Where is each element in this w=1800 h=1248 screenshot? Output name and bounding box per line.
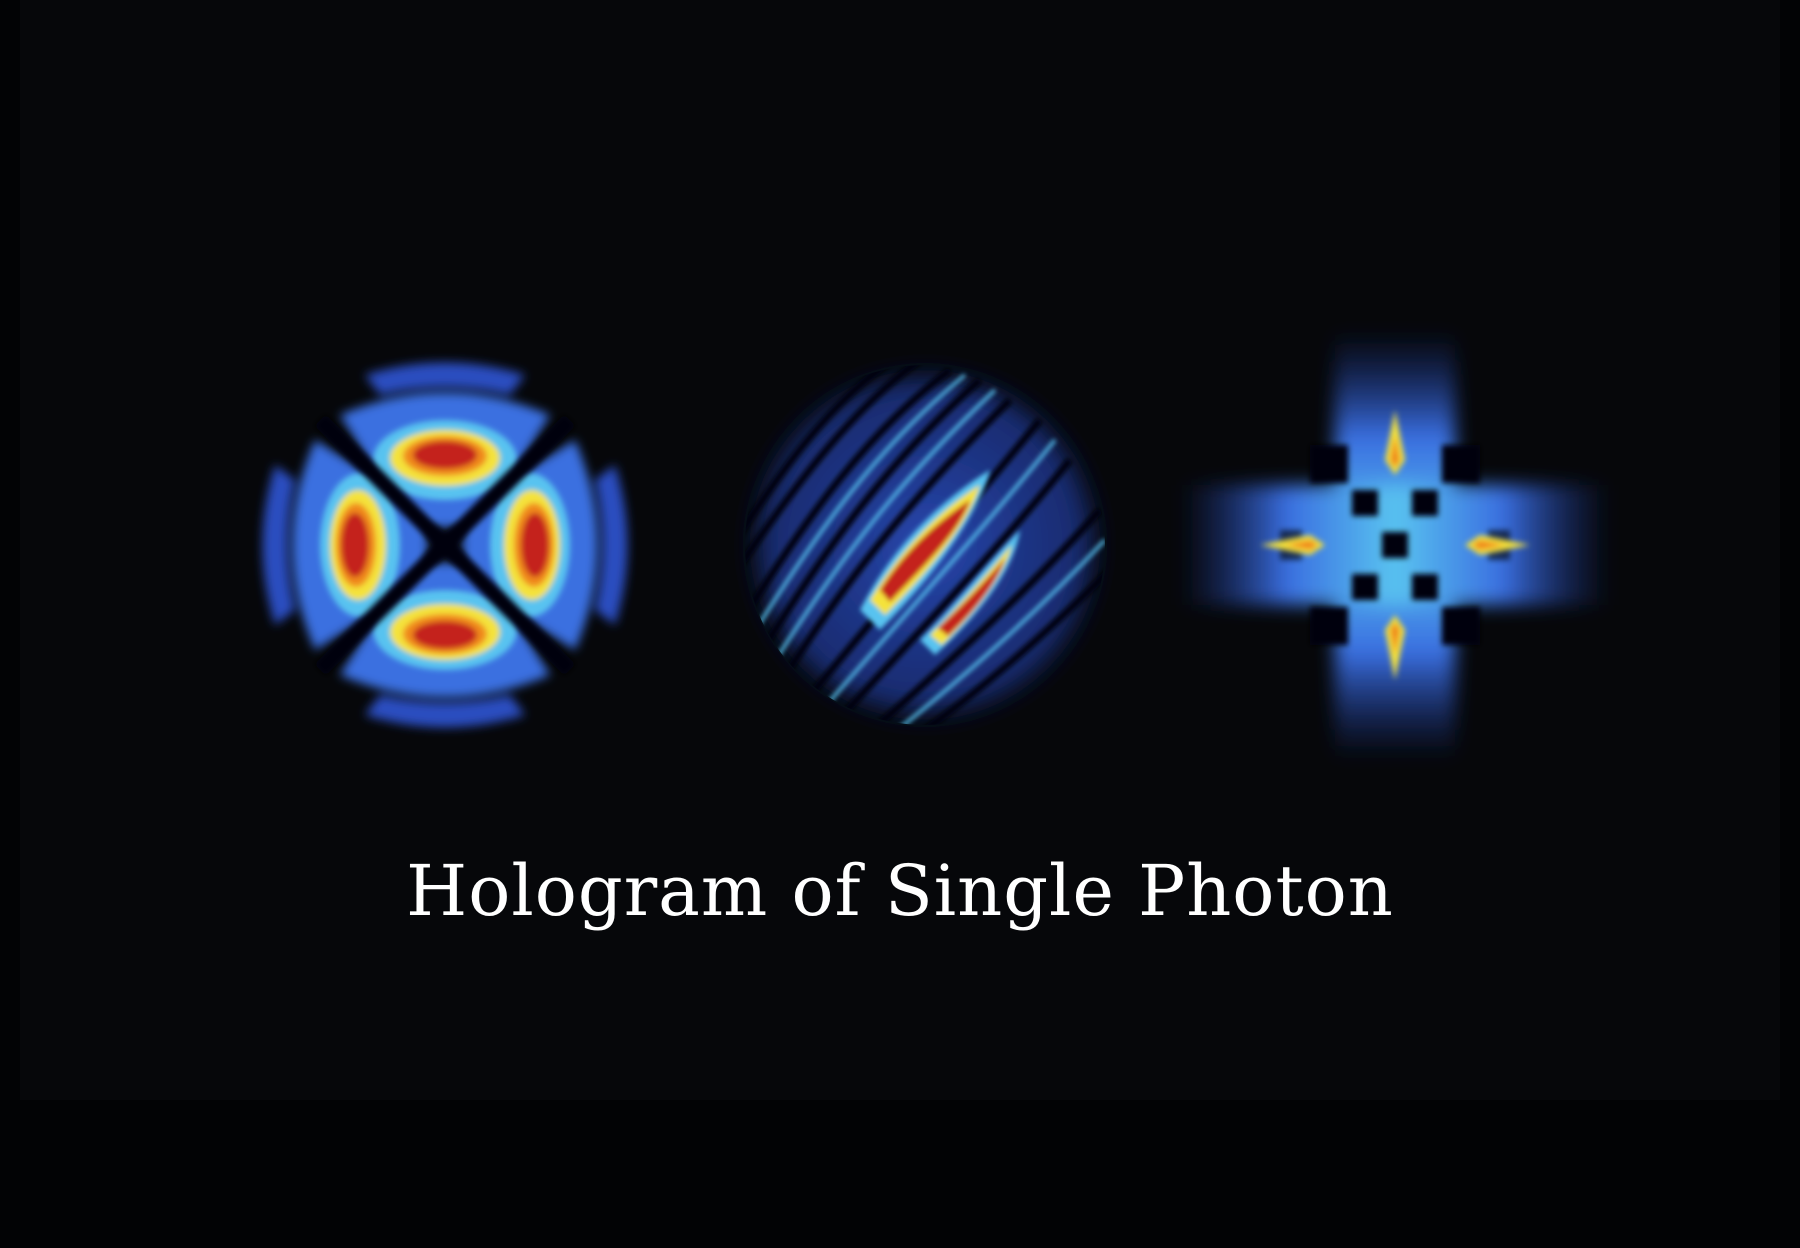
hologram-swirl-disc-graphic bbox=[740, 360, 1110, 730]
hologram-four-lobe bbox=[210, 310, 680, 780]
caption-title: Hologram of Single Photon bbox=[406, 850, 1394, 932]
hologram-cross-checkerboard-graphic bbox=[1180, 330, 1610, 760]
hologram-cross-checkerboard bbox=[1160, 310, 1630, 780]
hologram-four-lobe-graphic bbox=[262, 362, 628, 728]
hologram-swirl-disc bbox=[690, 310, 1160, 780]
image-panel: Hologram of Single Photon bbox=[20, 0, 1780, 1100]
